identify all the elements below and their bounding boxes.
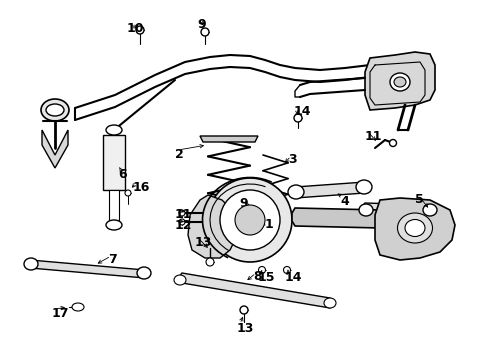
Circle shape xyxy=(205,258,214,266)
Ellipse shape xyxy=(324,298,335,308)
Text: 1: 1 xyxy=(264,218,273,231)
Polygon shape xyxy=(200,136,258,142)
Text: 2: 2 xyxy=(175,148,183,161)
Polygon shape xyxy=(187,195,237,258)
Circle shape xyxy=(258,266,265,274)
Circle shape xyxy=(179,219,184,225)
Text: 8: 8 xyxy=(252,270,261,283)
Ellipse shape xyxy=(106,220,122,230)
Circle shape xyxy=(240,306,247,314)
Polygon shape xyxy=(291,208,384,228)
Circle shape xyxy=(125,190,131,196)
Ellipse shape xyxy=(355,180,371,194)
Ellipse shape xyxy=(358,204,372,216)
Text: 4: 4 xyxy=(339,195,348,208)
Text: 3: 3 xyxy=(287,153,296,166)
Text: 15: 15 xyxy=(258,271,275,284)
Circle shape xyxy=(179,210,184,216)
Ellipse shape xyxy=(72,303,84,311)
Circle shape xyxy=(235,205,264,235)
Text: 14: 14 xyxy=(285,271,302,284)
Circle shape xyxy=(207,178,291,262)
Text: 11: 11 xyxy=(364,130,382,143)
Text: 10: 10 xyxy=(127,22,144,35)
Ellipse shape xyxy=(422,204,436,216)
Ellipse shape xyxy=(106,125,122,135)
Text: 13: 13 xyxy=(237,322,254,335)
Polygon shape xyxy=(364,52,434,110)
Text: 14: 14 xyxy=(293,105,311,118)
Ellipse shape xyxy=(393,77,405,87)
Text: 12: 12 xyxy=(175,219,192,232)
Text: 7: 7 xyxy=(108,253,117,266)
Ellipse shape xyxy=(41,99,69,121)
Polygon shape xyxy=(289,182,369,198)
Circle shape xyxy=(201,28,208,36)
Ellipse shape xyxy=(174,275,185,285)
Text: 6: 6 xyxy=(118,168,126,181)
Circle shape xyxy=(283,266,290,274)
Text: 11: 11 xyxy=(175,208,192,221)
Circle shape xyxy=(293,114,302,122)
Polygon shape xyxy=(42,130,68,168)
Polygon shape xyxy=(200,226,258,232)
Ellipse shape xyxy=(404,220,424,237)
Polygon shape xyxy=(359,203,434,215)
Ellipse shape xyxy=(46,104,64,116)
Polygon shape xyxy=(28,260,147,278)
Bar xyxy=(109,190,119,220)
Ellipse shape xyxy=(137,267,151,279)
Circle shape xyxy=(136,26,143,34)
Ellipse shape xyxy=(24,258,38,270)
Text: 5: 5 xyxy=(414,193,423,206)
Text: 9: 9 xyxy=(239,197,247,210)
Ellipse shape xyxy=(397,213,431,243)
Bar xyxy=(103,135,125,190)
Ellipse shape xyxy=(389,73,409,91)
Polygon shape xyxy=(178,273,331,308)
Circle shape xyxy=(389,140,396,147)
Circle shape xyxy=(220,190,280,250)
Ellipse shape xyxy=(287,185,304,199)
Text: 16: 16 xyxy=(133,181,150,194)
Text: 17: 17 xyxy=(52,307,69,320)
Text: 9: 9 xyxy=(197,18,205,31)
Polygon shape xyxy=(374,198,454,260)
Text: 13: 13 xyxy=(195,236,212,249)
